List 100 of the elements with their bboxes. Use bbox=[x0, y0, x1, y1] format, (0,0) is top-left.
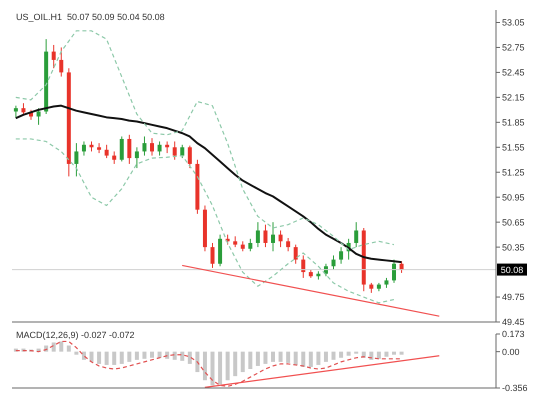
candlestick bbox=[172, 140, 177, 160]
candlestick bbox=[21, 102, 26, 114]
bar bbox=[392, 352, 396, 355]
y-tick-label: 52.45 bbox=[502, 68, 525, 78]
bar bbox=[97, 352, 102, 364]
y-tick-label: 49.75 bbox=[502, 292, 525, 302]
candlestick bbox=[36, 108, 41, 126]
candlestick bbox=[120, 136, 124, 162]
bar bbox=[384, 352, 388, 357]
candlestick bbox=[150, 138, 154, 156]
line-series bbox=[14, 104, 402, 264]
bar bbox=[172, 352, 177, 360]
bar bbox=[66, 346, 71, 352]
candlestick bbox=[369, 282, 374, 294]
bar bbox=[90, 352, 94, 362]
bar bbox=[127, 352, 132, 362]
line-series bbox=[15, 340, 402, 387]
candlestick bbox=[59, 46, 64, 78]
bar bbox=[263, 352, 268, 364]
bar bbox=[180, 352, 184, 361]
candlestick bbox=[240, 240, 245, 252]
bar bbox=[400, 352, 404, 355]
candlestick bbox=[332, 254, 336, 270]
bar bbox=[271, 352, 276, 362]
line-series bbox=[15, 138, 395, 304]
candlestick bbox=[134, 146, 139, 169]
bar bbox=[74, 352, 78, 355]
candlestick bbox=[104, 144, 109, 159]
candlestick bbox=[112, 150, 116, 164]
bar bbox=[256, 352, 260, 366]
candlestick bbox=[294, 244, 298, 264]
bar bbox=[210, 352, 215, 386]
chart-title: US_OIL.H1 50.07 50.09 50.04 50.08 bbox=[16, 12, 165, 22]
bar bbox=[248, 352, 252, 370]
ref-line-label: 50.08 bbox=[500, 265, 524, 276]
candlestick bbox=[14, 105, 18, 119]
y-tick-label: 51.25 bbox=[502, 167, 525, 178]
candlestick bbox=[263, 224, 268, 248]
bar bbox=[158, 352, 162, 358]
bar bbox=[134, 352, 139, 360]
candlestick bbox=[74, 142, 78, 177]
bar bbox=[104, 352, 109, 365]
candlestick bbox=[180, 144, 184, 159]
y-tick-label: 53.05 bbox=[502, 18, 525, 28]
candlestick bbox=[165, 140, 170, 154]
y-tick-label: 50.95 bbox=[502, 192, 525, 202]
y-tick-label: 0.173 bbox=[502, 329, 525, 340]
bar bbox=[376, 352, 381, 359]
candlestick bbox=[158, 140, 162, 156]
bar bbox=[294, 352, 298, 365]
bar bbox=[339, 352, 344, 358]
y-tick-label: 51.85 bbox=[502, 118, 525, 128]
y-tick-label: 49.45 bbox=[502, 317, 525, 328]
bar bbox=[218, 352, 222, 384]
bar bbox=[278, 352, 283, 362]
candlestick bbox=[82, 140, 86, 156]
bar bbox=[195, 352, 200, 372]
candlestick bbox=[339, 246, 344, 264]
candlestick bbox=[392, 259, 396, 284]
candlestick bbox=[52, 44, 56, 69]
bar bbox=[59, 341, 64, 352]
y-tick-label: 50.35 bbox=[502, 242, 525, 252]
candlestick bbox=[90, 140, 94, 152]
bar bbox=[332, 352, 336, 360]
y-tick-label: 51.55 bbox=[502, 142, 525, 152]
y-tick-label: -0.356 bbox=[502, 383, 528, 394]
y-tick-label: 0.00 bbox=[502, 346, 520, 357]
bar bbox=[52, 342, 56, 352]
candlestick bbox=[127, 134, 132, 164]
bar bbox=[233, 352, 238, 376]
bar bbox=[301, 352, 306, 367]
candlestick bbox=[384, 277, 388, 288]
bar bbox=[150, 352, 154, 358]
candlestick bbox=[256, 222, 260, 248]
bar bbox=[308, 352, 313, 367]
bar bbox=[82, 352, 86, 360]
bar bbox=[286, 352, 290, 363]
candlestick bbox=[354, 222, 358, 248]
candlestick bbox=[142, 136, 146, 156]
bar bbox=[142, 352, 146, 359]
y-tick-label: 52.75 bbox=[502, 42, 525, 53]
bar bbox=[346, 352, 351, 356]
line-series bbox=[15, 30, 395, 250]
bar bbox=[202, 352, 207, 380]
candlestick bbox=[301, 254, 306, 278]
candlestick bbox=[271, 222, 276, 252]
y-tick-label: 50.65 bbox=[502, 217, 525, 228]
candlestick bbox=[286, 237, 290, 252]
candlestick bbox=[188, 145, 192, 169]
bar bbox=[188, 352, 192, 364]
y-tick-label: 52.15 bbox=[502, 92, 525, 103]
bar bbox=[316, 352, 320, 365]
bar bbox=[240, 352, 245, 372]
candlestick bbox=[233, 236, 238, 248]
bar bbox=[324, 352, 328, 362]
candlestick bbox=[278, 230, 283, 248]
candlestick bbox=[210, 242, 215, 268]
chart-title: MACD(12,26,9) -0.027 -0.072 bbox=[16, 330, 135, 340]
candlestick bbox=[97, 142, 102, 154]
bar bbox=[112, 352, 116, 365]
